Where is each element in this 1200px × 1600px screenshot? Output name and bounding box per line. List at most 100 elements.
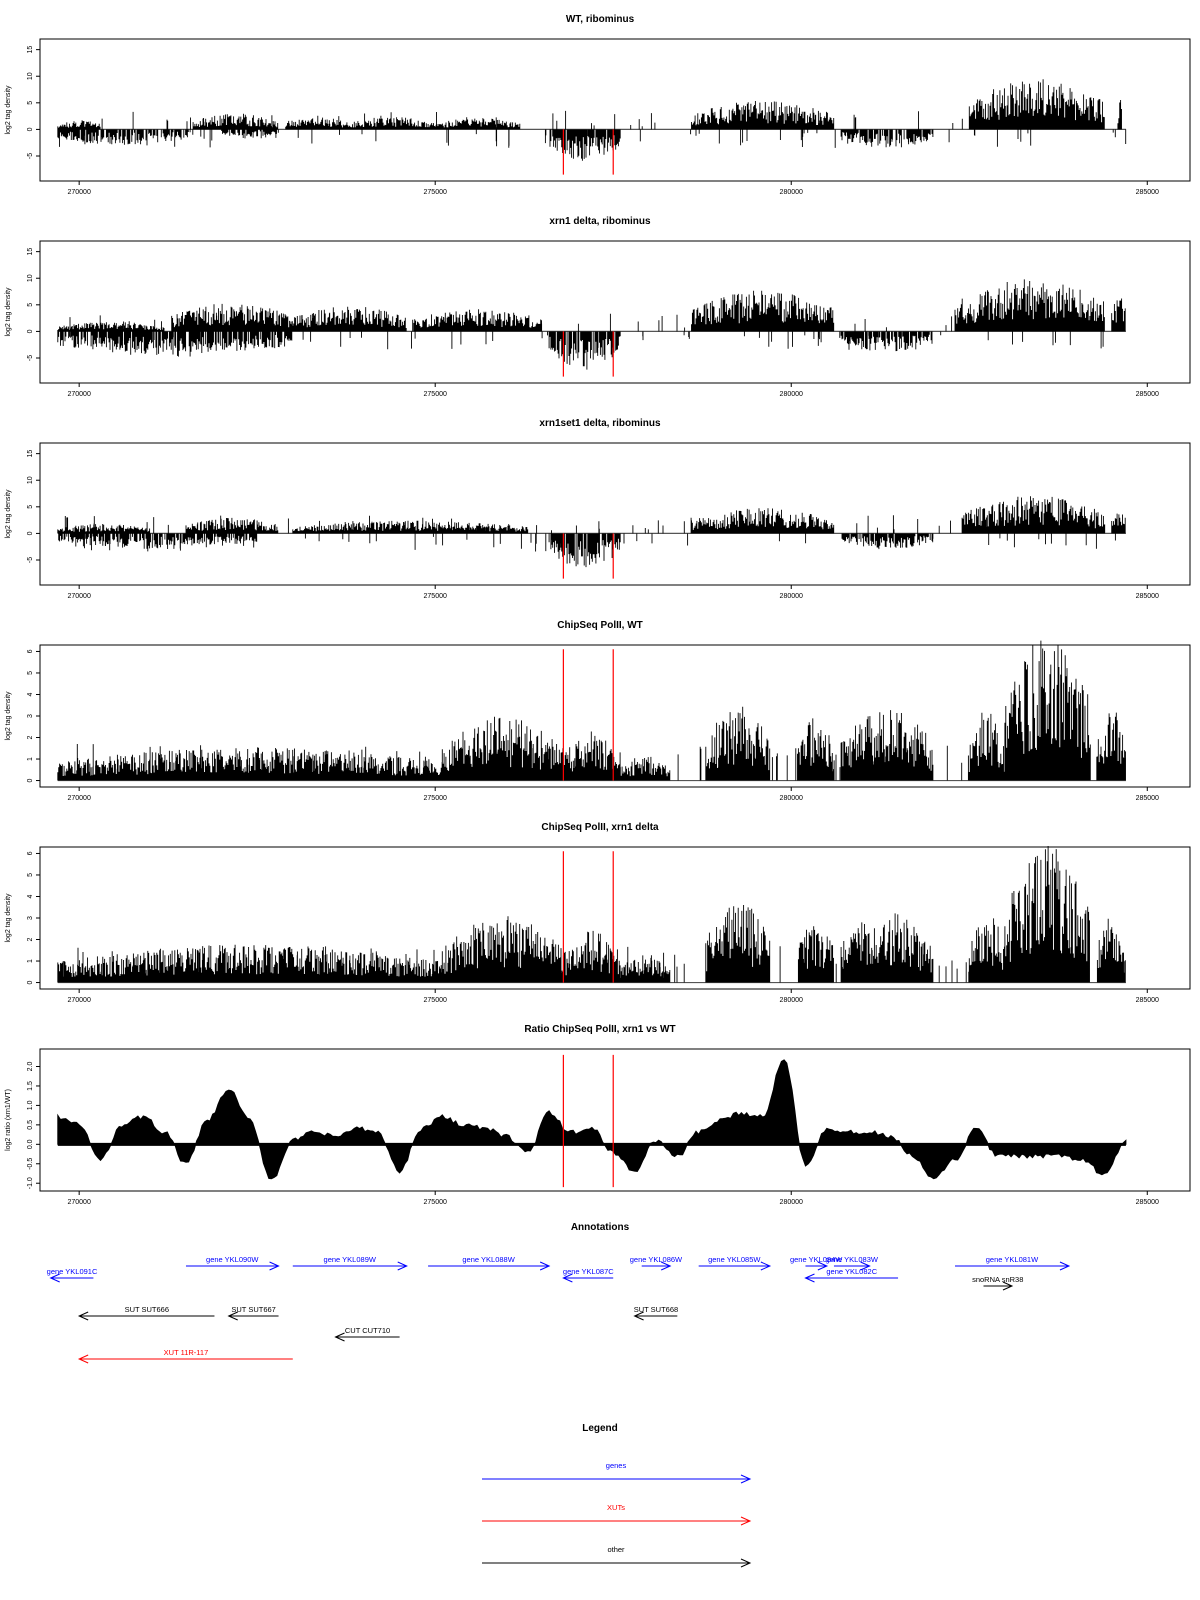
feature-label: gene YKL087C <box>563 1267 614 1276</box>
y-tick-label: 0 <box>27 980 34 984</box>
x-tick-label: 285000 <box>1136 997 1159 1004</box>
annotation-feature: XUT 11R-117 <box>77 1348 293 1364</box>
feature-label: SUT SUT667 <box>231 1305 275 1314</box>
y-tick-label: 5 <box>27 101 34 105</box>
chart-title: xrn1 delta, ribominus <box>549 216 651 227</box>
feature-arrowhead <box>562 1273 573 1283</box>
legend-arrowhead <box>740 1474 752 1484</box>
feature-label: CUT CUT710 <box>345 1326 390 1335</box>
y-tick-label: 0 <box>27 127 34 131</box>
y-tick-label: 2 <box>27 735 34 739</box>
feature-arrowhead <box>539 1261 551 1271</box>
y-tick-label: 0 <box>27 531 34 535</box>
x-tick-label: 280000 <box>780 997 803 1004</box>
feature-label: gene YKL081W <box>986 1255 1039 1264</box>
feature-label: XUT 11R-117 <box>164 1348 209 1357</box>
legend-label: genes <box>606 1461 627 1470</box>
chart-panel: WT, ribominus -5 0 5 10 15 log2 tag density 270… <box>5 14 1191 196</box>
annotation-feature: gene YKL088W <box>428 1255 551 1271</box>
legend-panel: Legend genes XUTs other <box>482 1423 752 1568</box>
feature-arrowhead <box>269 1261 280 1271</box>
feature-label: gene YKL084W <box>790 1255 843 1264</box>
y-axis-label: log2 tag density <box>5 691 12 741</box>
legend-label: other <box>607 1545 625 1554</box>
feature-label: gene YKL083W <box>826 1255 879 1264</box>
feature-arrowhead <box>760 1261 772 1271</box>
feature-label: gene YKL089W <box>324 1255 377 1264</box>
annotation-feature: gene YKL082C <box>804 1267 899 1283</box>
chart-panel: Ratio ChipSeq PolII, xrn1 vs WT -1.0 -0.5 0… <box>5 1024 1191 1206</box>
y-tick-label: 0 <box>27 329 34 333</box>
chart-title: WT, ribominus <box>566 14 635 25</box>
feature-arrowhead <box>633 1311 644 1321</box>
x-tick-label: 280000 <box>780 189 803 196</box>
y-tick-label: -0.5 <box>27 1158 34 1170</box>
y-tick-label: 6 <box>27 851 34 855</box>
y-axis-label: log2 tag density <box>5 85 12 135</box>
x-tick-label: 285000 <box>1136 1199 1159 1206</box>
y-tick-label: 1.0 <box>27 1100 34 1110</box>
y-tick-label: 4 <box>27 894 34 898</box>
legend-item: XUTs <box>482 1503 752 1526</box>
x-tick-label: 285000 <box>1136 795 1159 802</box>
y-tick-label: 0 <box>27 778 34 782</box>
annotation-feature: SUT SUT668 <box>633 1305 678 1321</box>
feature-label: gene YKL090W <box>206 1255 259 1264</box>
y-tick-label: 0.0 <box>27 1139 34 1149</box>
feature-arrowhead <box>817 1261 829 1271</box>
y-tick-label: 15 <box>27 46 34 54</box>
annotation-tracks: gene YKL091C gene YKL090W gene YKL089W gene… <box>47 1255 1071 1364</box>
y-tick-label: 15 <box>27 248 34 256</box>
y-axis-label: log2 tag density <box>5 489 12 539</box>
feature-arrowhead <box>804 1273 815 1283</box>
y-tick-label: 10 <box>27 476 34 484</box>
density-bars <box>57 496 1126 568</box>
x-tick-label: 280000 <box>780 391 803 398</box>
annotation-feature: gene YKL083W <box>826 1255 879 1271</box>
legend-item: other <box>482 1545 752 1568</box>
y-tick-label: 3 <box>27 916 34 920</box>
x-tick-label: 275000 <box>424 1199 447 1206</box>
annotation-feature: SUT SUT667 <box>227 1305 279 1321</box>
annotation-feature: gene YKL090W <box>185 1255 280 1271</box>
x-tick-label: 280000 <box>780 593 803 600</box>
feature-arrowhead <box>397 1261 408 1271</box>
y-tick-label: 5 <box>27 505 34 509</box>
y-axis-label: log2 tag density <box>5 287 12 337</box>
x-tick-label: 285000 <box>1136 593 1159 600</box>
chart-panel: ChipSeq PolII, xrn1 delta 0 1 2 3 4 5 6 log2 tag… <box>5 822 1191 1004</box>
y-tick-label: 3 <box>27 714 34 718</box>
y-tick-label: 2.0 <box>27 1062 34 1072</box>
feature-label: SUT SUT666 <box>125 1305 169 1314</box>
feature-arrowhead <box>1002 1281 1014 1291</box>
feature-arrowhead <box>77 1311 89 1321</box>
feature-arrowhead <box>860 1261 871 1271</box>
annotations-title: Annotations <box>571 1222 630 1233</box>
y-tick-label: 10 <box>27 274 34 282</box>
legend-label: XUTs <box>607 1503 625 1512</box>
annotation-feature: snoRNA snR38 <box>972 1275 1023 1291</box>
feature-arrowhead <box>77 1354 89 1364</box>
y-tick-label: 4 <box>27 692 34 696</box>
x-tick-label: 270000 <box>67 997 90 1004</box>
x-tick-label: 275000 <box>424 593 447 600</box>
feature-arrowhead <box>49 1273 60 1283</box>
feature-label: gene YKL082C <box>826 1267 877 1276</box>
density-bars <box>57 79 1127 161</box>
y-tick-label: 1 <box>27 959 34 963</box>
x-tick-label: 285000 <box>1136 189 1159 196</box>
y-tick-label: 10 <box>27 72 34 80</box>
chart-panel: ChipSeq PolII, WT 0 1 2 3 4 5 6 log2 tag density… <box>5 620 1191 802</box>
legend-items: genes XUTs other <box>482 1461 752 1568</box>
annotation-feature: gene YKL081W <box>955 1255 1071 1271</box>
y-tick-label: -1.0 <box>27 1177 34 1189</box>
feature-label: SUT SUT668 <box>634 1305 678 1314</box>
y-tick-label: -5 <box>27 153 34 159</box>
y-tick-label: -5 <box>27 355 34 361</box>
x-tick-label: 270000 <box>67 1199 90 1206</box>
legend-item: genes <box>482 1461 752 1484</box>
density-bars <box>57 846 1126 983</box>
feature-arrowhead <box>334 1332 345 1342</box>
